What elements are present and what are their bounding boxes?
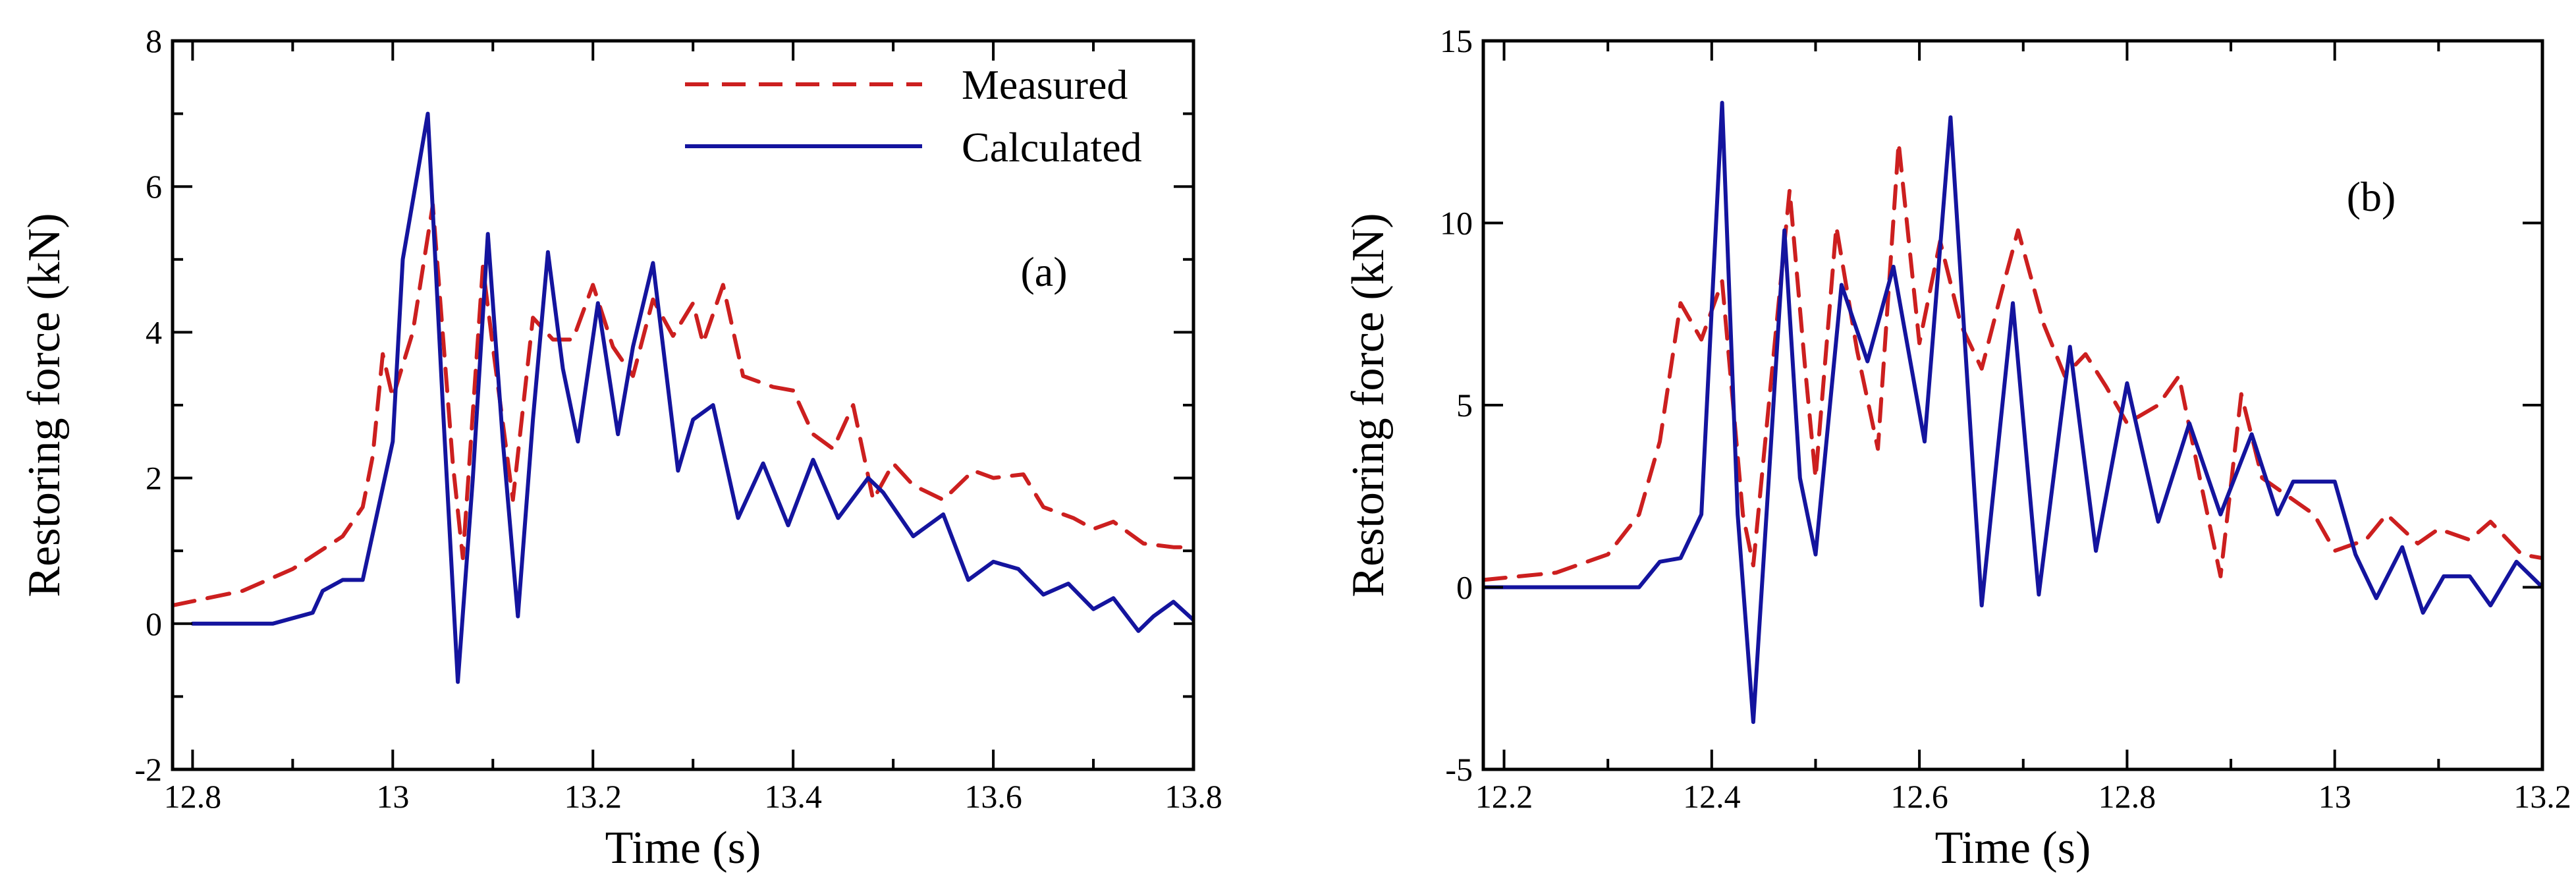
y-tick-label: 5 xyxy=(1456,387,1473,424)
x-axis-title-b: Time (s) xyxy=(1935,823,2091,873)
y-tick-label: 10 xyxy=(1440,205,1473,242)
x-tick-label: 13.2 xyxy=(564,778,622,815)
y-tick-label: 8 xyxy=(146,22,162,59)
x-tick-label: 12.8 xyxy=(164,778,222,815)
x-tick-label: 12.2 xyxy=(1475,778,1533,815)
legend: Measured Calculated xyxy=(685,61,1142,171)
y-tick-label: 4 xyxy=(146,314,162,350)
panel-label-b: (b) xyxy=(2347,173,2396,220)
series-line-calculated-b xyxy=(1483,101,2542,725)
legend-label-calculated: Calculated xyxy=(962,124,1142,171)
y-tick-label: 2 xyxy=(146,460,162,497)
y-axis-title-b: Restoring force (kN) xyxy=(1343,213,1394,597)
series-line-calculated-a xyxy=(190,111,1193,684)
plot-lines-a xyxy=(173,111,1193,684)
y-tick-label: 6 xyxy=(146,168,162,205)
panel-label-a: (a) xyxy=(1020,248,1067,295)
ticks-a: 12.8 13 13.2 13.4 13.6 13.8 -2 0 2 4 6 8 xyxy=(134,22,1222,815)
plot-frame-b xyxy=(1481,39,2544,771)
legend-label-measured: Measured xyxy=(962,61,1128,108)
series-line-measured-a xyxy=(173,202,1193,608)
x-tick-label: 12.6 xyxy=(1890,778,1948,815)
x-tick-label: 12.8 xyxy=(2098,778,2156,815)
x-tick-label: 13 xyxy=(376,778,409,815)
x-axis-title-a: Time (s) xyxy=(605,823,761,873)
x-tick-label: 12.4 xyxy=(1683,778,1741,815)
x-tick-label: 13.2 xyxy=(2513,778,2571,815)
y-tick-label: 0 xyxy=(1456,569,1473,606)
y-axis-title-a: Restoring force (kN) xyxy=(19,213,70,597)
y-tick-label: -5 xyxy=(1445,751,1473,788)
plot-lines-b xyxy=(1483,101,2542,725)
ticks-b: 12.2 12.4 12.6 12.8 13 13.2 -5 0 5 10 15 xyxy=(1440,22,2571,815)
x-tick-label: 13.8 xyxy=(1165,778,1222,815)
x-tick-label: 13.4 xyxy=(764,778,822,815)
y-tick-label: 0 xyxy=(146,605,162,642)
y-tick-label: 15 xyxy=(1440,22,1473,59)
y-tick-label: -2 xyxy=(134,751,162,788)
plot-frame-a xyxy=(171,39,1195,771)
x-tick-label: 13.6 xyxy=(964,778,1022,815)
chart-panel-a: 12.8 13 13.2 13.4 13.6 13.8 -2 0 2 4 6 8 Time (s) R… xyxy=(19,22,1222,873)
x-tick-label: 13 xyxy=(2318,778,2351,815)
